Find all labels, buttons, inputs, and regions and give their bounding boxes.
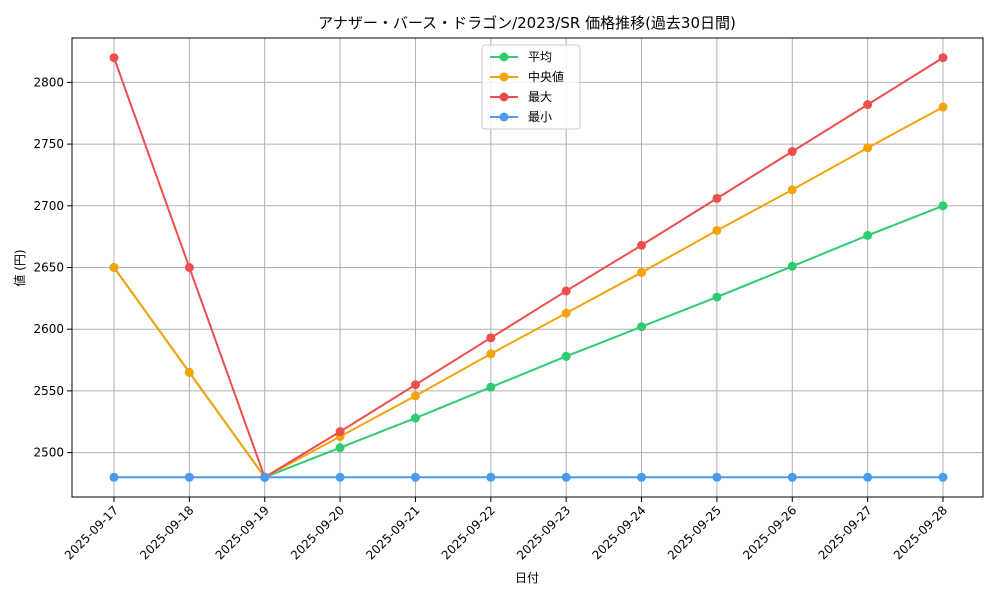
data-point <box>637 267 647 277</box>
x-axis: 2025-09-17 2025-09-18 2025-09-19 2025-09-20… <box>62 497 950 562</box>
x-axis-title: 日付 <box>515 571 539 585</box>
y-axis: 2500 2550 2600 2650 2700 2750 2800 <box>33 75 72 460</box>
data-point <box>787 472 797 482</box>
data-point <box>410 472 420 482</box>
data-point <box>486 333 496 343</box>
legend-item: 最小 <box>490 110 552 124</box>
legend-label: 中央値 <box>528 69 564 84</box>
data-point <box>410 391 420 401</box>
data-point <box>712 225 722 235</box>
data-point <box>260 472 270 482</box>
series-0 <box>109 201 948 482</box>
legend-marker <box>499 52 509 62</box>
series-2 <box>109 53 948 482</box>
data-point <box>410 413 420 423</box>
data-point <box>486 349 496 359</box>
legend-item: 中央値 <box>490 69 564 84</box>
legend-marker <box>499 92 509 102</box>
legend-label: 平均 <box>528 50 552 64</box>
x-tick-label: 2025-09-28 <box>891 503 950 562</box>
data-point <box>184 263 194 272</box>
y-axis-title: 値 (円) <box>12 249 27 286</box>
data-point <box>561 472 571 482</box>
data-point <box>637 240 647 250</box>
data-point <box>561 286 571 296</box>
data-point <box>787 261 797 271</box>
data-point <box>787 185 797 195</box>
series-group <box>109 53 948 482</box>
data-point <box>561 351 571 361</box>
x-tick-label: 2025-09-19 <box>213 503 272 562</box>
legend-item: 平均 <box>490 50 552 64</box>
y-tick-label: 2650 <box>33 261 64 275</box>
x-tick-label: 2025-09-18 <box>137 503 196 562</box>
data-point <box>863 100 873 110</box>
data-point <box>863 143 873 153</box>
data-point <box>486 472 496 482</box>
data-point <box>184 472 194 482</box>
data-point <box>561 308 571 318</box>
x-tick-label: 2025-09-27 <box>816 503 875 562</box>
data-point <box>335 427 345 437</box>
series-line <box>113 56 944 479</box>
legend-label: 最小 <box>528 110 552 124</box>
series-1 <box>109 102 948 482</box>
data-point <box>863 230 873 240</box>
data-point <box>486 382 496 392</box>
data-point <box>712 472 722 482</box>
data-point <box>863 472 873 482</box>
x-tick-label: 2025-09-26 <box>740 503 799 562</box>
legend-marker <box>499 112 509 122</box>
y-tick-label: 2800 <box>33 75 64 89</box>
data-point <box>637 322 647 332</box>
y-tick-label: 2550 <box>33 384 64 398</box>
data-point <box>712 193 722 203</box>
data-point <box>637 472 647 482</box>
x-tick-label: 2025-09-23 <box>514 503 573 562</box>
data-point <box>787 147 797 157</box>
data-point <box>712 292 722 302</box>
data-point <box>335 443 345 453</box>
data-point <box>335 472 345 482</box>
y-tick-label: 2700 <box>33 199 64 213</box>
y-tick-label: 2750 <box>33 137 64 151</box>
y-tick-label: 2500 <box>33 446 64 460</box>
data-point <box>109 53 119 63</box>
x-tick-label: 2025-09-21 <box>363 503 422 562</box>
data-point <box>184 367 194 377</box>
legend-box <box>481 44 581 130</box>
x-tick-label: 2025-09-24 <box>589 503 648 562</box>
series-line <box>113 106 944 479</box>
data-point <box>938 472 948 482</box>
y-tick-label: 2600 <box>33 322 64 336</box>
data-point <box>109 263 119 272</box>
x-tick-label: 2025-09-22 <box>439 503 498 562</box>
data-point <box>410 380 420 390</box>
series-line <box>113 204 944 479</box>
legend-item: 最大 <box>490 90 552 104</box>
data-point <box>938 201 948 211</box>
legend-marker <box>499 72 509 82</box>
legend-label: 最大 <box>528 90 552 104</box>
data-point <box>938 102 948 112</box>
x-tick-label: 2025-09-17 <box>62 503 121 562</box>
data-point <box>938 53 948 63</box>
x-tick-label: 2025-09-20 <box>288 503 347 562</box>
data-point <box>109 472 119 482</box>
chart-title: アナザー・バース・ドラゴン/2023/SR 価格推移(過去30日間) <box>318 14 736 32</box>
x-tick-label: 2025-09-25 <box>665 503 724 562</box>
series-3 <box>109 472 948 482</box>
